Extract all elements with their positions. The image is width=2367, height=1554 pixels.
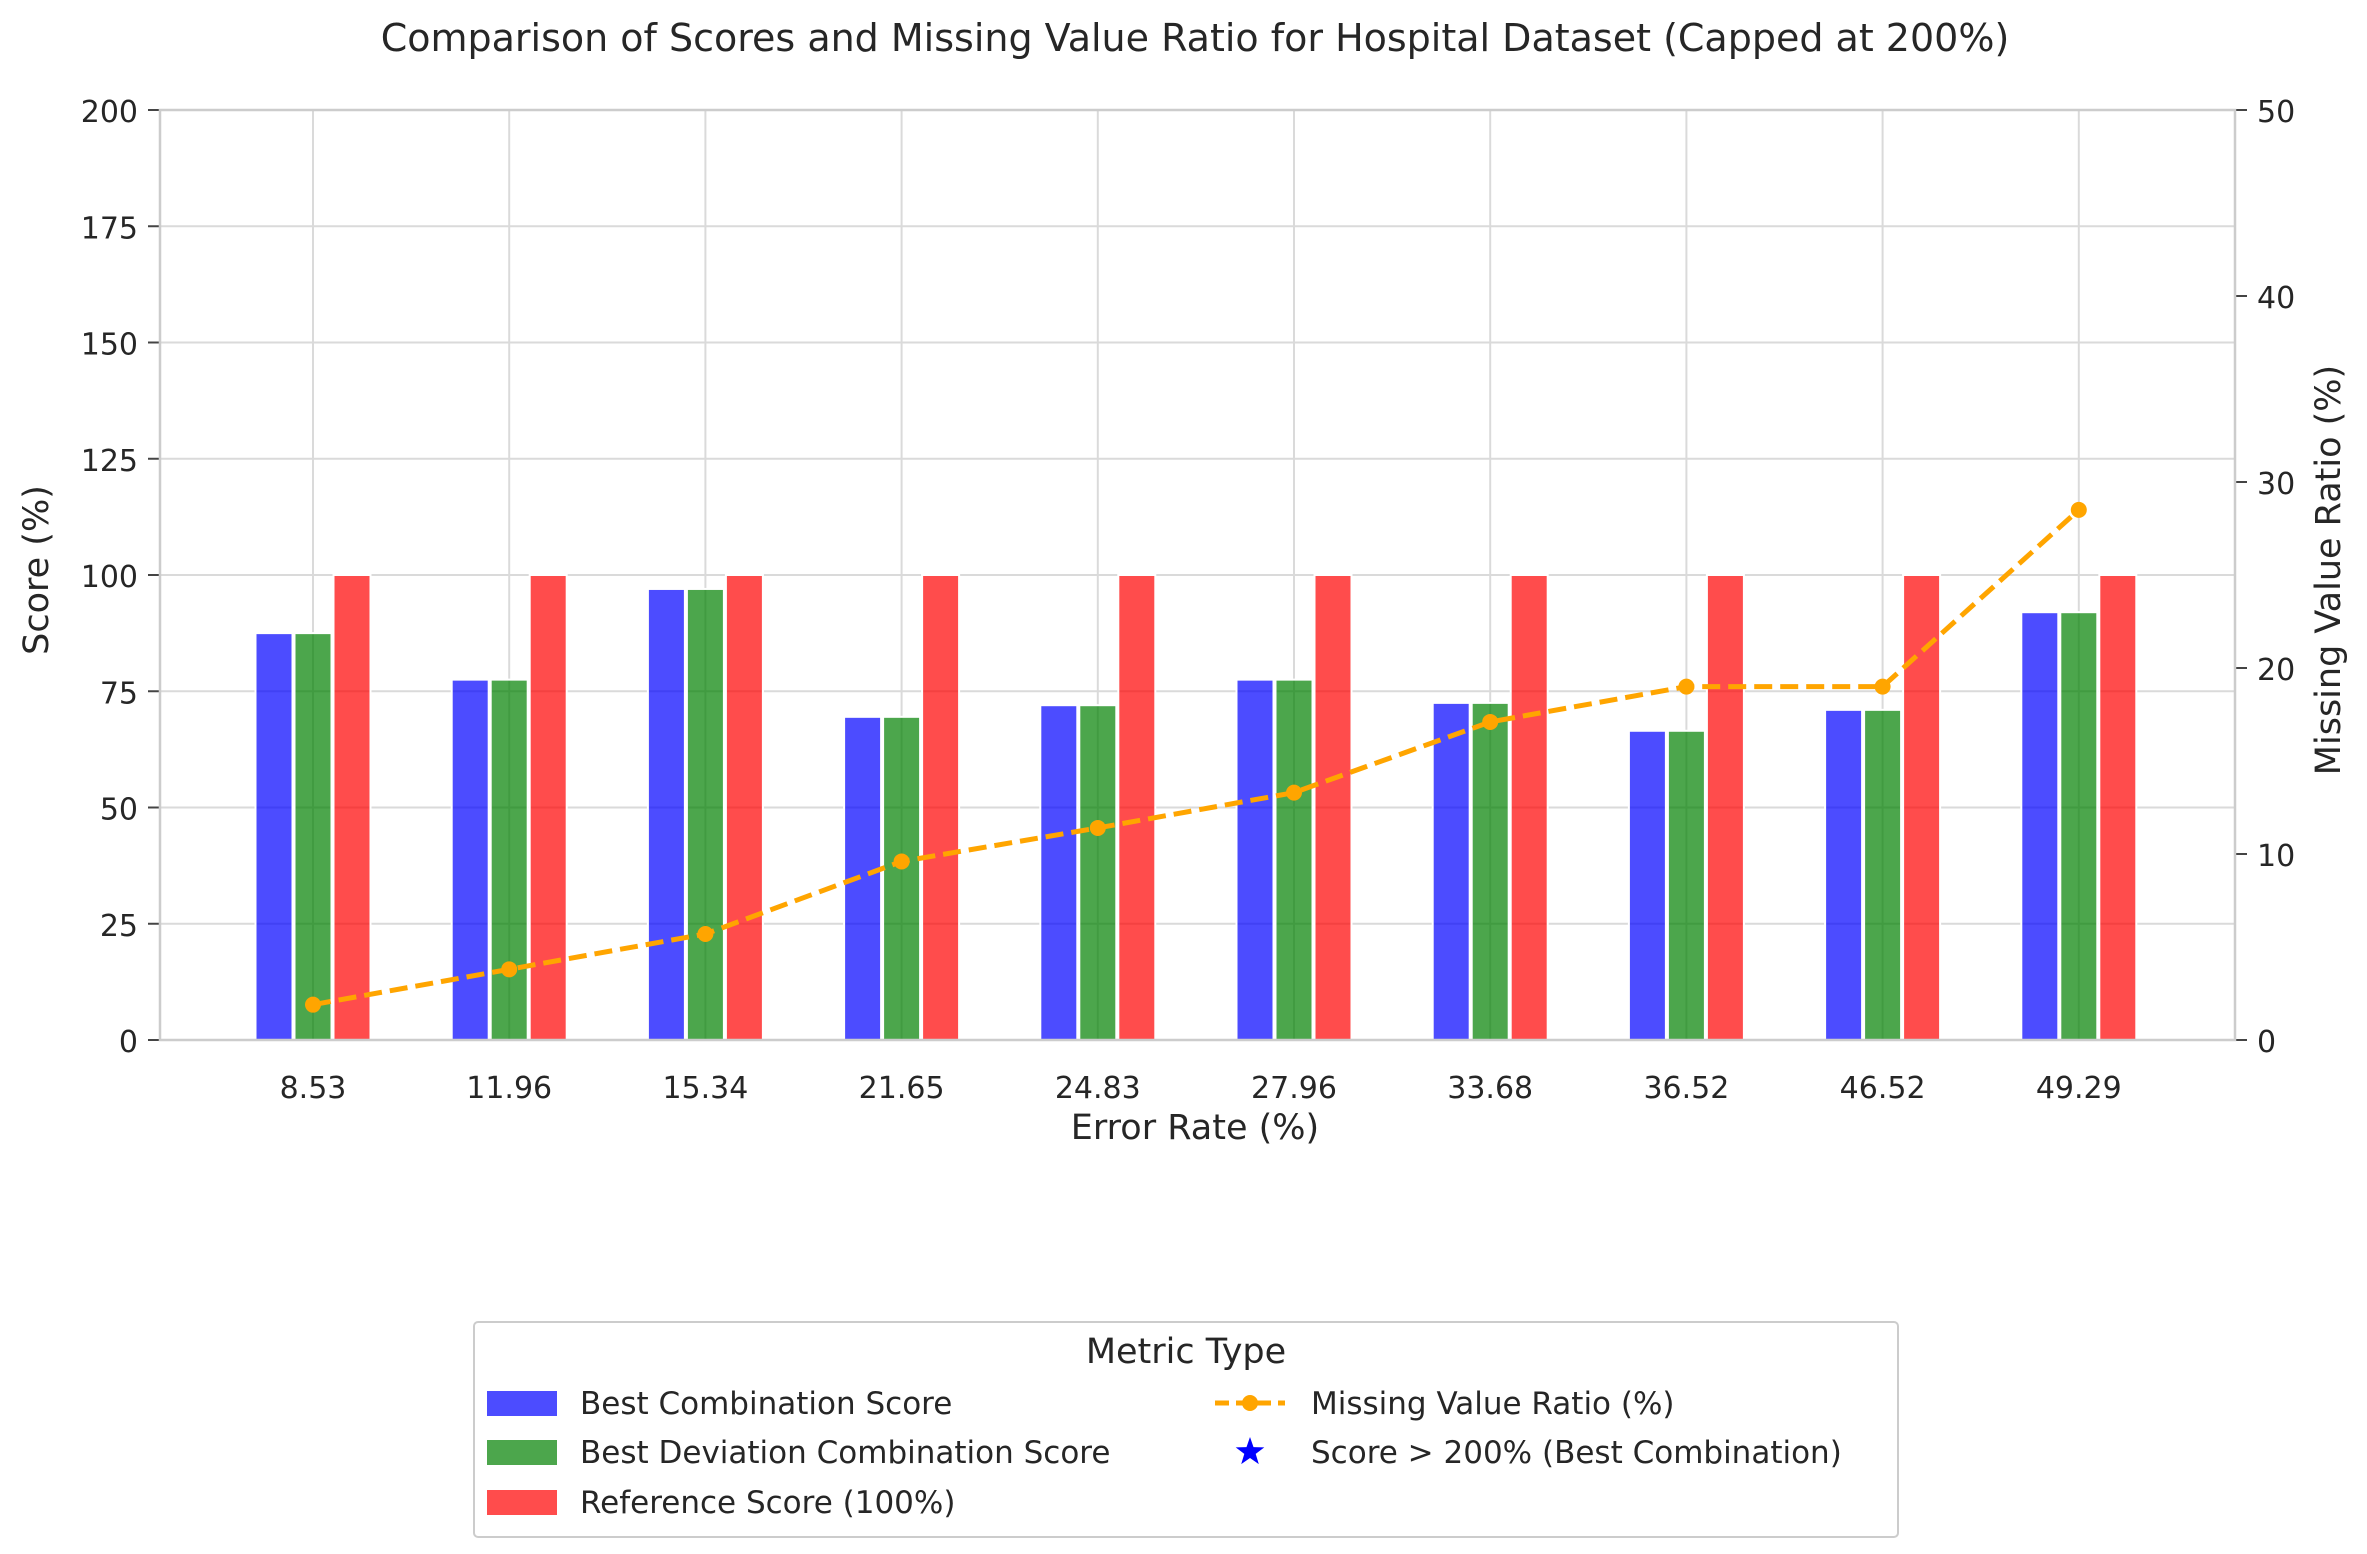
- x-tick-label: 33.68: [1447, 1071, 1533, 1106]
- bar-best-deviation-combination-score: [489, 678, 529, 1041]
- bar-best-deviation-combination-score: [1470, 701, 1510, 1041]
- legend-swatch-bar: [487, 1440, 557, 1465]
- x-axis-label: Error Rate (%): [1071, 1108, 1319, 1148]
- bar-best-combination-score: [646, 587, 686, 1041]
- x-tick-label: 21.65: [859, 1071, 945, 1106]
- missing-ratio-line: [305, 501, 2087, 1013]
- bar-best-combination-score: [254, 632, 294, 1041]
- bar-reference-score-100: [1902, 574, 1942, 1041]
- legend-label: Best Combination Score: [580, 1386, 952, 1422]
- line-point: [501, 961, 518, 978]
- bar-reference-score-100: [724, 574, 764, 1041]
- axes: [148, 108, 2247, 1042]
- bar-best-combination-score: [1039, 704, 1079, 1041]
- legend-label: Reference Score (100%): [580, 1485, 955, 1521]
- bar-best-combination-score: [1235, 678, 1275, 1041]
- legend-label: Missing Value Ratio (%): [1311, 1386, 1675, 1422]
- x-tick-label: 46.52: [1840, 1071, 1926, 1106]
- x-tick-label: 36.52: [1643, 1071, 1729, 1106]
- y-tick-label: 125: [81, 444, 138, 479]
- y2-tick-label: 20: [2257, 653, 2295, 688]
- bar-best-combination-score: [2020, 611, 2060, 1041]
- bar-reference-score-100: [1509, 574, 1549, 1041]
- legend-swatch-bar: [487, 1490, 557, 1515]
- x-tick-label: 15.34: [662, 1071, 748, 1106]
- y-tick-label: 50: [100, 793, 138, 828]
- legend-swatch-star: [1235, 1437, 1265, 1465]
- y-tick-label: 100: [81, 560, 138, 595]
- line-point: [1874, 678, 1891, 695]
- legend-title: Metric Type: [1086, 1332, 1286, 1372]
- bar-best-deviation-combination-score: [685, 587, 725, 1041]
- bar-reference-score-100: [1117, 574, 1157, 1041]
- bar-best-deviation-combination-score: [2059, 611, 2099, 1041]
- line-point: [1089, 819, 1106, 836]
- bar-reference-score-100: [332, 574, 372, 1041]
- y-tick-label: 175: [81, 211, 138, 246]
- x-tick-label: 49.29: [2036, 1071, 2122, 1106]
- bar-best-deviation-combination-score: [1666, 729, 1706, 1042]
- line-point: [1678, 678, 1695, 695]
- plot-frame: [158, 108, 2237, 1042]
- y-tick-label: 200: [81, 95, 138, 130]
- line-point: [305, 996, 321, 1013]
- line-point: [893, 853, 910, 870]
- bars: [254, 574, 2138, 1042]
- bar-best-combination-score: [1824, 708, 1864, 1041]
- y-tick-label: 25: [100, 909, 138, 944]
- y2-tick-label: 30: [2257, 467, 2295, 502]
- legend-swatch-marker: [1242, 1395, 1258, 1411]
- x-tick-label: 11.96: [466, 1071, 552, 1106]
- legend-swatch-bar: [487, 1391, 557, 1416]
- bar-reference-score-100: [1705, 574, 1745, 1041]
- bar-best-combination-score: [1627, 729, 1667, 1042]
- y-tick-label: 0: [119, 1025, 138, 1060]
- x-tick-label: 24.83: [1055, 1071, 1141, 1106]
- line-point: [697, 925, 714, 942]
- chart-title: Comparison of Scores and Missing Value R…: [381, 16, 2010, 60]
- legend: Metric Type Best Combination Score Best D…: [473, 1321, 1899, 1538]
- bar-best-deviation-combination-score: [1274, 678, 1314, 1041]
- bar-best-deviation-combination-score: [1078, 704, 1118, 1041]
- y2-axis-label: Missing Value Ratio (%): [2309, 365, 2349, 775]
- y2-tick-label: 10: [2257, 839, 2295, 874]
- x-tick-label: 27.96: [1251, 1071, 1337, 1106]
- bar-reference-score-100: [1313, 574, 1353, 1041]
- legend-label: Score > 200% (Best Combination): [1311, 1435, 1842, 1471]
- y-tick-label: 150: [81, 328, 138, 363]
- legend-entries: Best Combination Score Best Deviation Com…: [487, 1386, 1842, 1521]
- bar-reference-score-100: [921, 574, 961, 1041]
- line-missing-value-ratio: [312, 508, 2081, 1008]
- y2-tick-label: 50: [2257, 95, 2295, 130]
- bar-reference-score-100: [2098, 574, 2138, 1041]
- line-point: [1286, 784, 1302, 801]
- bar-best-deviation-combination-score: [882, 715, 922, 1041]
- bar-best-deviation-combination-score: [1863, 708, 1903, 1041]
- bar-reference-score-100: [528, 574, 568, 1041]
- bar-best-combination-score: [450, 678, 490, 1041]
- x-tick-label: 8.53: [280, 1071, 347, 1106]
- line-point: [1482, 713, 1499, 730]
- y2-tick-label: 0: [2257, 1025, 2276, 1060]
- legend-frame: [473, 1321, 1899, 1538]
- bar-best-deviation-combination-score: [293, 632, 333, 1041]
- y-tick-label: 75: [100, 676, 138, 711]
- y-axis-label: Score (%): [17, 485, 57, 655]
- bar-best-combination-score: [1431, 701, 1471, 1041]
- legend-label: Best Deviation Combination Score: [580, 1435, 1110, 1471]
- line-point: [2070, 501, 2087, 518]
- tick-labels: 0 25 50 75 100 125 150 175 200 0 10 20 30 40 50 8.53 11.…: [81, 95, 2295, 1106]
- y2-tick-label: 40: [2257, 281, 2295, 316]
